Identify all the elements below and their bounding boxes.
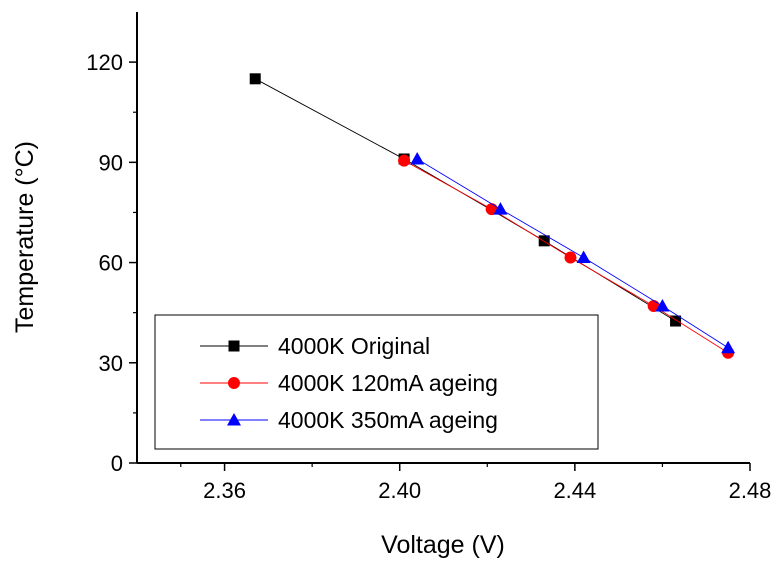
data-point xyxy=(564,251,577,264)
legend-items: 4000K Original 4000K 120mA ageing 4000K 35… xyxy=(200,333,498,433)
data-point xyxy=(576,250,591,264)
series-line xyxy=(255,78,676,322)
data-point xyxy=(721,340,736,354)
data-point xyxy=(655,298,670,312)
y-tick-label: 0 xyxy=(111,451,123,476)
y-tick-label: 90 xyxy=(99,150,123,175)
series-triangle xyxy=(410,151,736,354)
legend-label: 4000K 350mA ageing xyxy=(278,407,498,433)
legend-label: 4000K 120mA ageing xyxy=(278,370,498,396)
y-tick-label: 120 xyxy=(86,50,123,75)
x-tick-label: 2.44 xyxy=(553,478,596,503)
plot-area xyxy=(136,12,750,464)
x-ticks: 2.36 2.40 2.44 2.48 xyxy=(180,463,772,503)
legend-marker xyxy=(228,340,240,352)
data-point xyxy=(410,151,425,165)
y-axis-title: Temperature (°C) xyxy=(11,141,39,333)
legend-marker xyxy=(227,413,241,426)
data-point xyxy=(670,315,682,327)
y-ticks: 0 30 60 90 120 xyxy=(86,50,137,476)
data-point xyxy=(398,154,411,167)
x-tick-label: 2.36 xyxy=(203,478,246,503)
legend-label: 4000K Original xyxy=(278,333,430,359)
legend: 4000K Original 4000K 120mA ageing 4000K 35… xyxy=(154,314,599,450)
x-tick-label: 2.40 xyxy=(378,478,421,503)
y-tick-label: 60 xyxy=(99,251,123,276)
x-tick-label: 2.48 xyxy=(729,478,772,503)
x-axis-title: Voltage (V) xyxy=(381,531,505,559)
data-point xyxy=(493,202,508,215)
data-point xyxy=(647,299,660,312)
series-circle xyxy=(398,154,735,359)
series-square xyxy=(249,73,682,327)
data-point xyxy=(538,235,550,247)
y-tick-label: 30 xyxy=(99,351,123,376)
legend-marker xyxy=(228,377,240,389)
data-point xyxy=(249,73,261,85)
series-layer xyxy=(249,73,736,359)
